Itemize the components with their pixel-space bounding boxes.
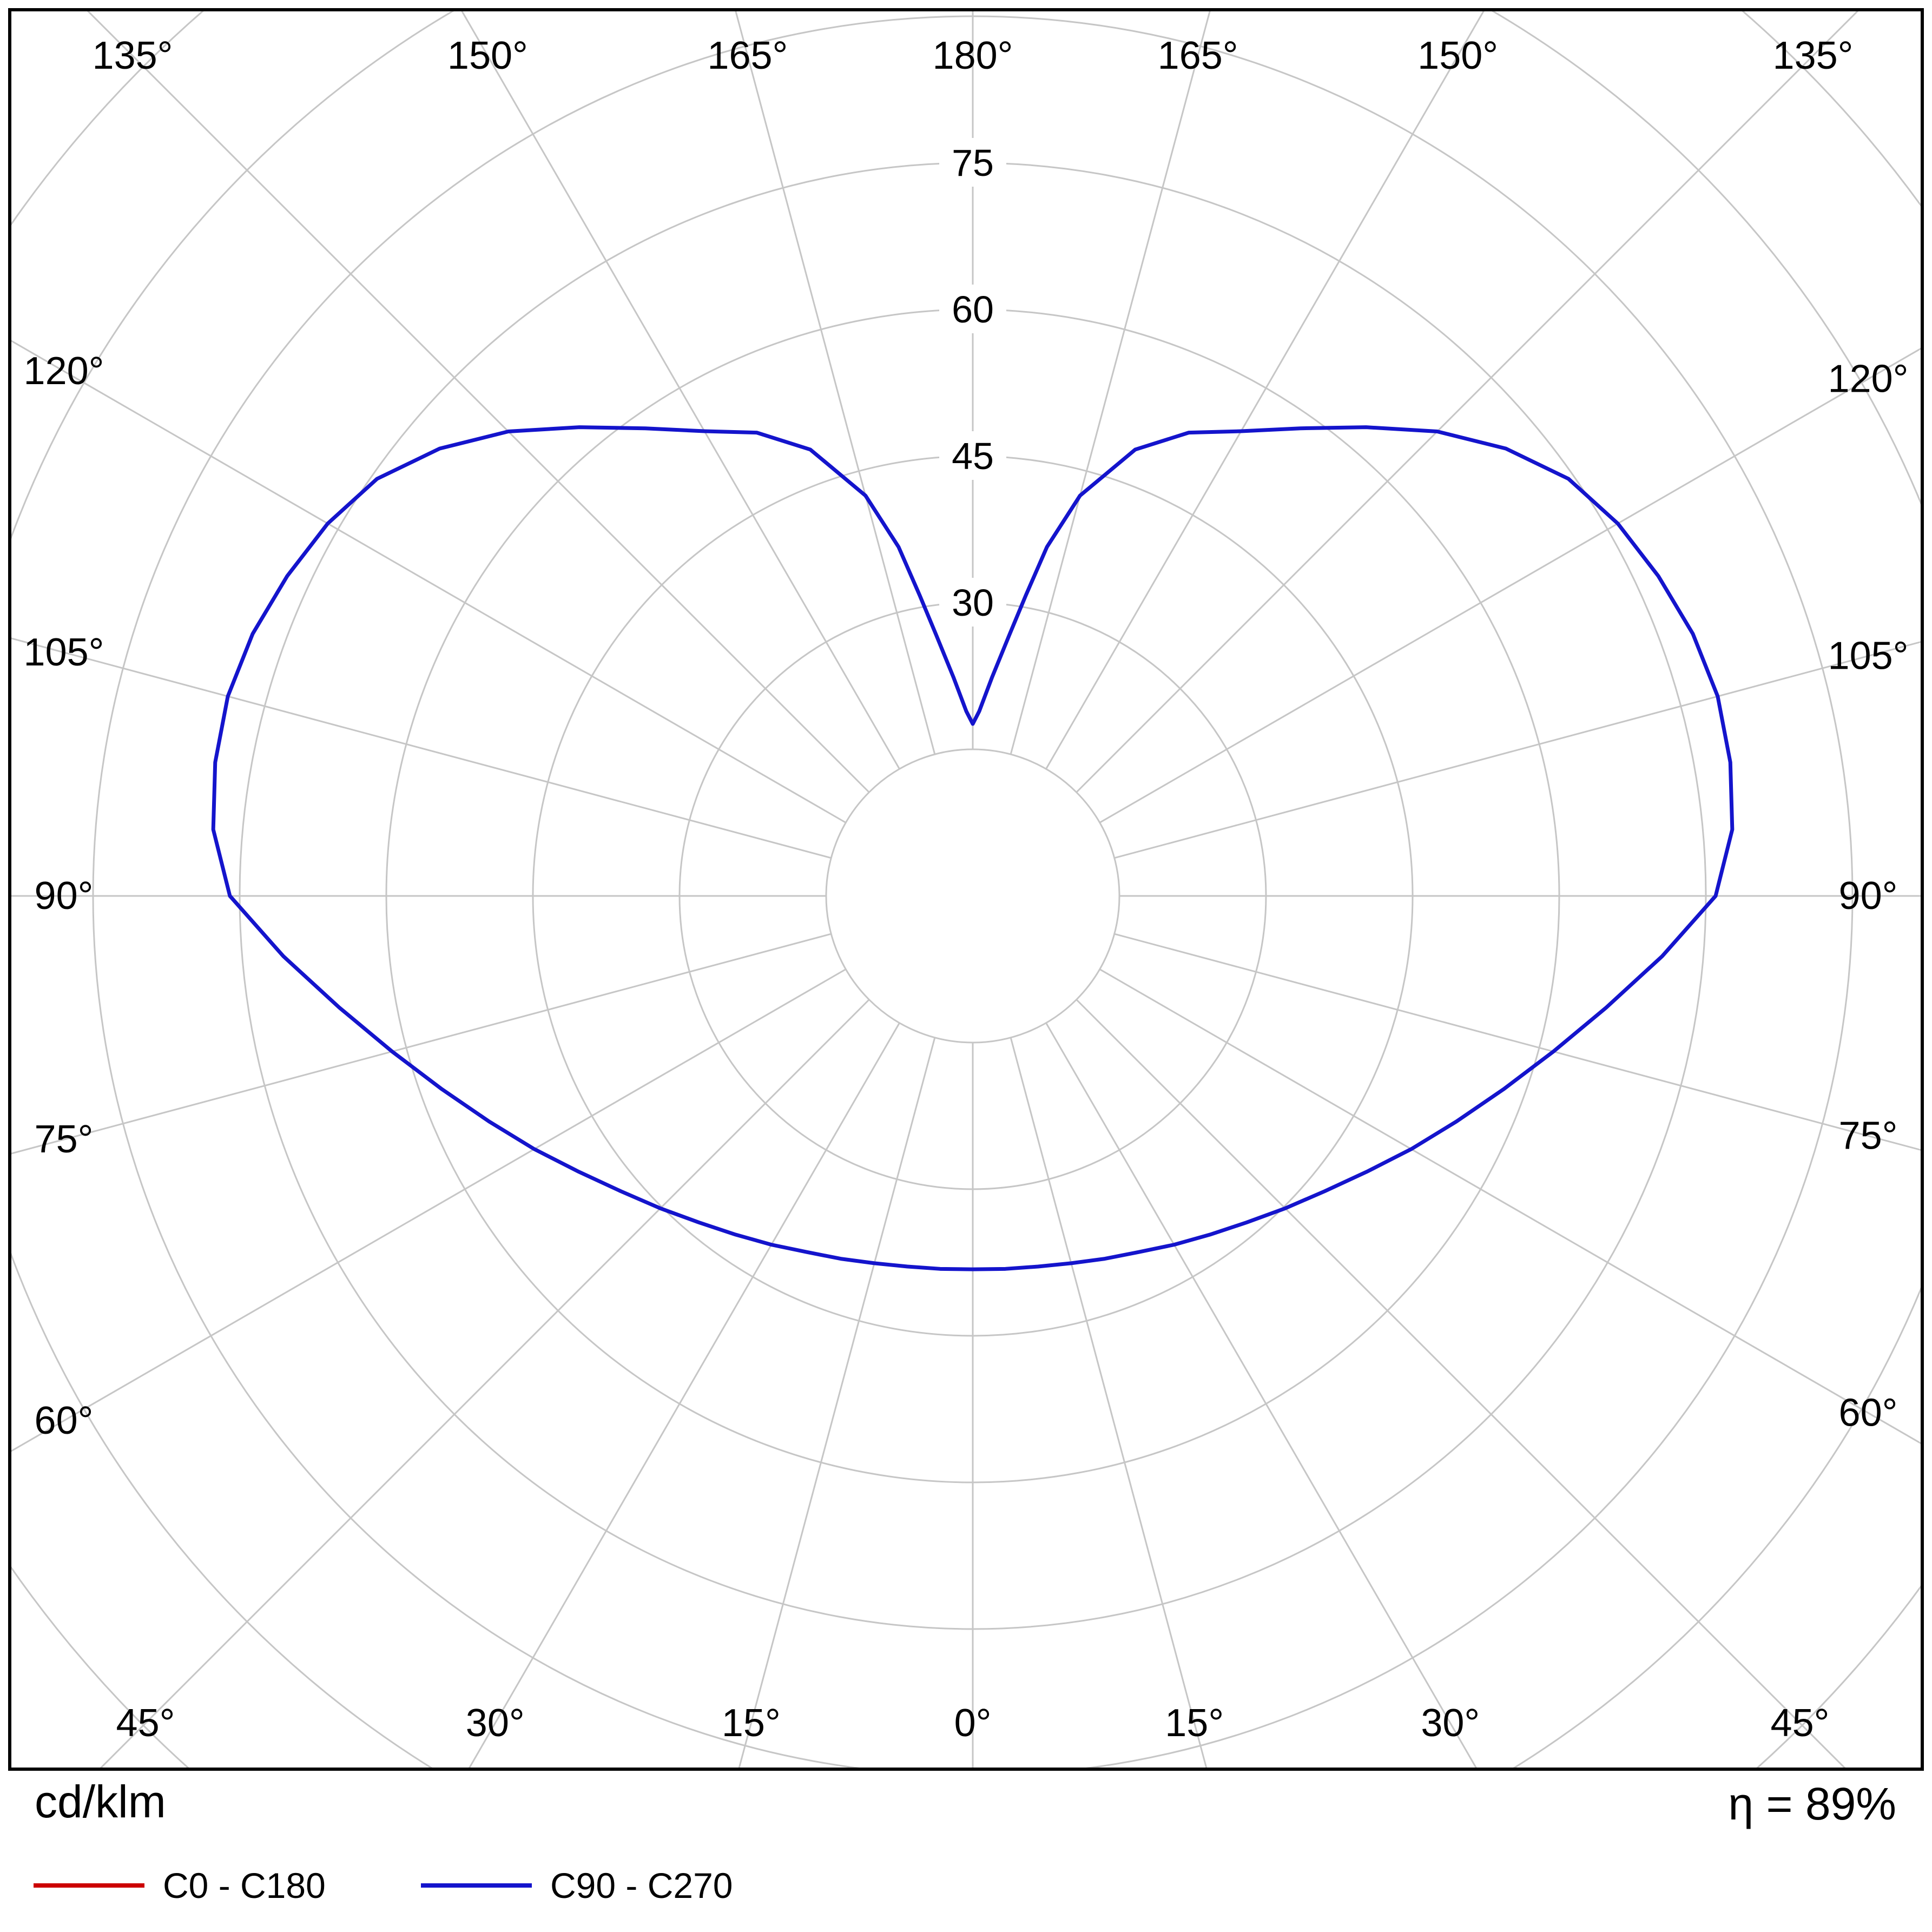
angle-grid-spoke <box>1099 968 1922 1445</box>
angle-label: 120° <box>1828 357 1909 400</box>
angle-grid-spoke <box>1010 10 1211 755</box>
angle-label: 15° <box>1165 1702 1224 1745</box>
angle-label: 150° <box>1417 34 1498 77</box>
angle-label: 15° <box>722 1702 781 1745</box>
angle-label: 120° <box>24 350 104 393</box>
angle-label: 30° <box>1421 1702 1480 1745</box>
angle-grid-spoke <box>467 1022 900 1769</box>
angle-label: 75° <box>1839 1114 1898 1157</box>
legend-label-c90-c270: C90 - C270 <box>550 1865 733 1905</box>
angle-grid-spoke <box>10 637 832 859</box>
angle-label: 165° <box>1158 34 1238 77</box>
radial-tick-label-halo <box>939 285 1006 333</box>
angle-label: 45° <box>116 1702 175 1745</box>
angle-label: 45° <box>1771 1702 1830 1745</box>
angle-label: 135° <box>1773 34 1854 77</box>
angle-label: 180° <box>933 34 1013 77</box>
angle-label: 90° <box>35 874 94 918</box>
chart-frame <box>8 8 1924 1771</box>
angle-grid-spoke <box>85 10 870 793</box>
light-output-ratio-label: η = 89% <box>1728 1778 1896 1829</box>
angle-grid-spoke <box>10 968 847 1453</box>
angle-label: 165° <box>707 34 788 77</box>
radial-tick-label: 75 <box>952 142 994 184</box>
angle-grid-spoke <box>1010 1037 1208 1769</box>
angle-label: 150° <box>447 34 528 77</box>
legend-item-c90-c270: C90 - C270 <box>421 1868 733 1903</box>
angle-grid-spoke <box>1114 933 1922 1151</box>
angle-grid-spoke <box>1114 641 1922 859</box>
angle-grid-spoke <box>737 1037 936 1769</box>
angle-grid-spoke <box>10 339 847 823</box>
angle-grid-spoke <box>1099 347 1922 823</box>
legend-swatch-c0-c180 <box>34 1883 144 1888</box>
radial-tick-label: 30 <box>952 582 994 624</box>
angle-grid-spoke <box>460 10 900 770</box>
radial-unit-label: cd/klm <box>35 1776 166 1827</box>
angle-labels: 0° 15° 15° 30° 30° 45° 45° 60° 60° 75° 75° 90° 90° 10… <box>24 34 1909 1745</box>
angle-label: 30° <box>466 1702 525 1745</box>
angle-grid-spoke <box>734 10 936 755</box>
angle-grid-spoke <box>98 999 870 1769</box>
radial-tick-label: 45 <box>952 435 994 477</box>
angle-label: 90° <box>1839 874 1898 918</box>
angle-label: 75° <box>35 1118 94 1161</box>
angle-label: 60° <box>1839 1392 1898 1435</box>
radial-tick-label-halo <box>939 578 1006 627</box>
radial-tick-label-halo <box>939 431 1006 480</box>
legend-item-c0-c180: C0 - C180 <box>34 1868 326 1903</box>
angle-label: 105° <box>1828 635 1909 678</box>
legend-label-c0-c180: C0 - C180 <box>163 1865 326 1905</box>
angle-label: 135° <box>93 34 173 77</box>
radial-tick-label: 60 <box>952 288 994 331</box>
angle-grid-spoke <box>1045 1022 1478 1769</box>
legend-swatch-c90-c270 <box>421 1883 532 1888</box>
angle-grid-spoke <box>1045 10 1486 770</box>
angle-grid-spoke <box>1076 10 1861 793</box>
radial-grid-ring <box>825 748 1120 1044</box>
angle-label: 60° <box>35 1399 94 1442</box>
angle-label: 0° <box>954 1702 992 1745</box>
angle-label: 105° <box>24 631 104 674</box>
angle-grid-spoke <box>10 933 832 1155</box>
angle-grid-spoke <box>1076 999 1848 1769</box>
radial-tick-labels: 30 45 60 75 <box>939 138 1006 627</box>
series-curve-C90-C270 <box>211 425 1735 1271</box>
radial-tick-label-halo <box>939 138 1006 187</box>
